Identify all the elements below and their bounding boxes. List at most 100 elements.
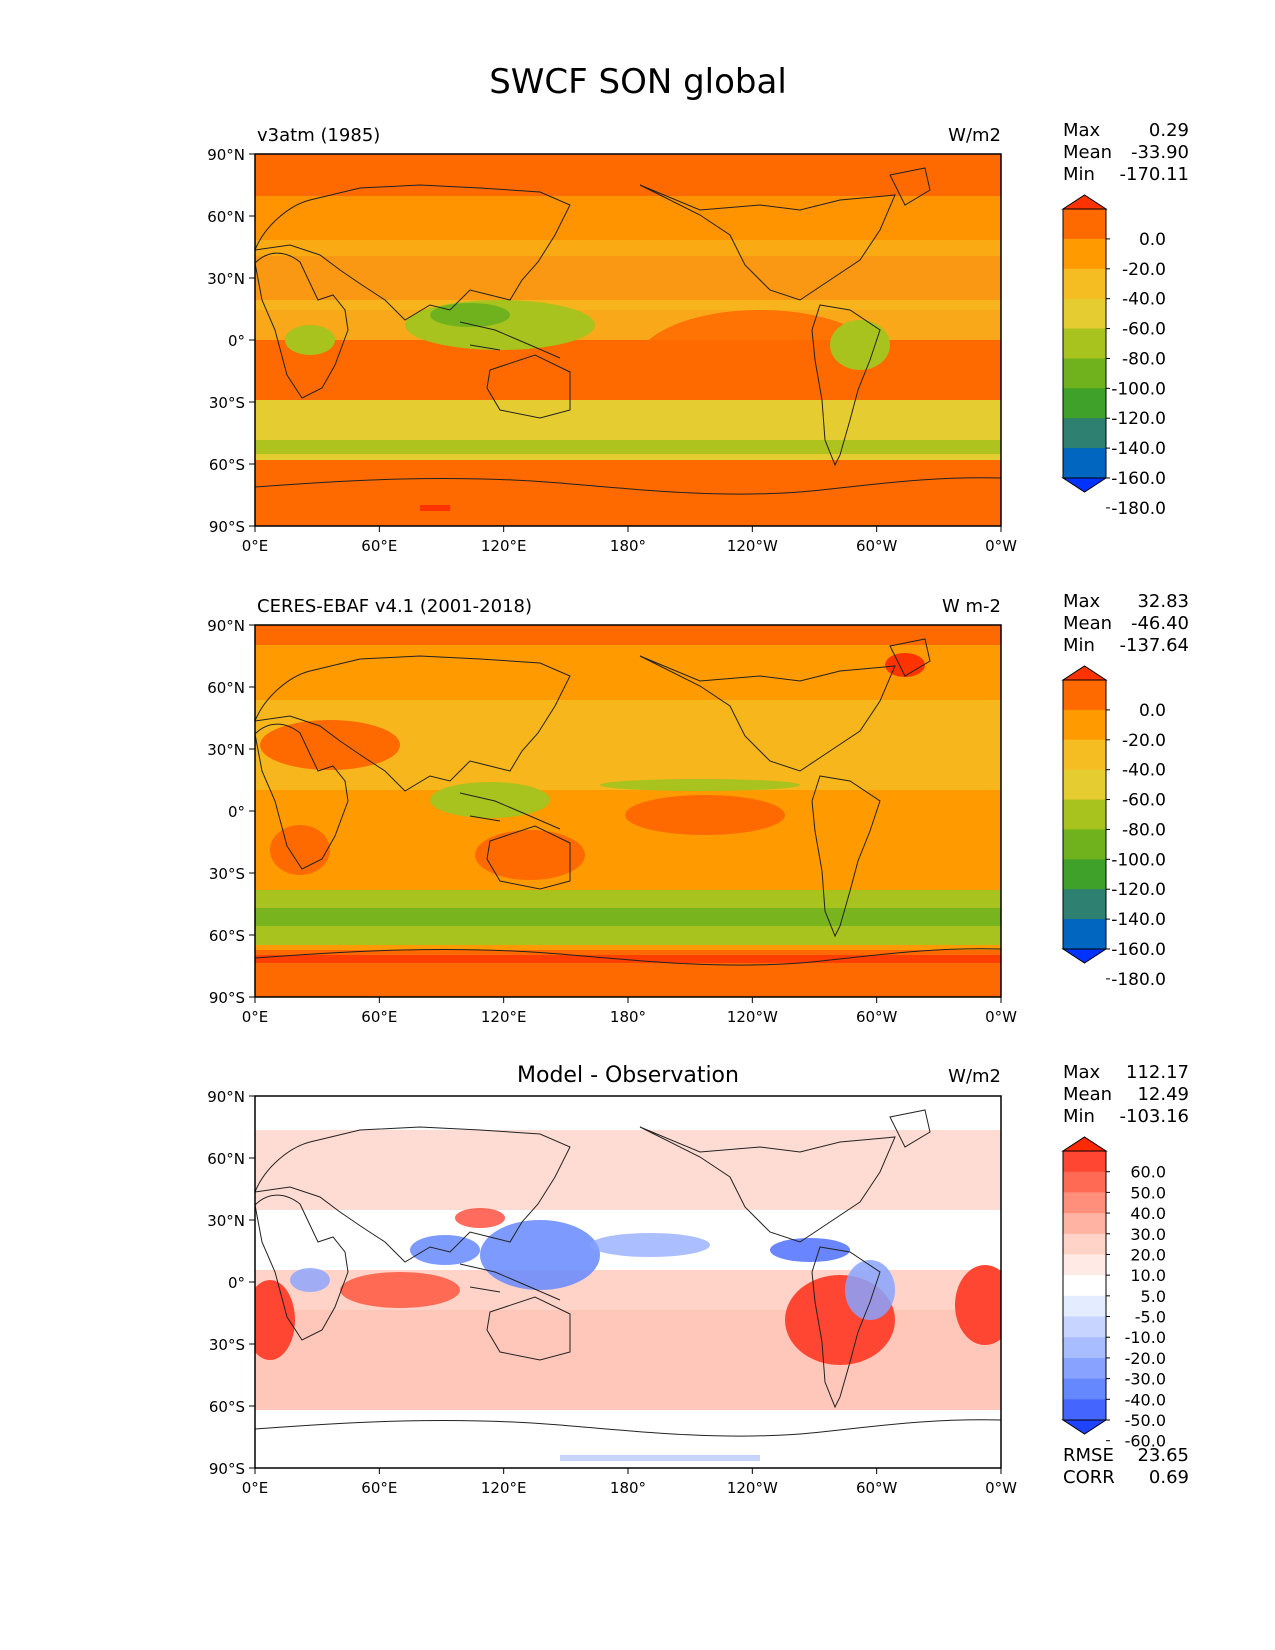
field-sahara xyxy=(260,720,400,770)
colorbar-swatch xyxy=(1063,680,1106,711)
colorbar-swatch xyxy=(1063,1399,1106,1421)
colorbar-tick-label: 20.0 xyxy=(1130,1245,1166,1264)
panel-diff: Model - Observation W/m2 xyxy=(207,1062,1189,1497)
lon-tick-label: 120°E xyxy=(481,537,527,555)
colorbar-tick-label: -160.0 xyxy=(1111,940,1166,960)
lat-tick-label: 60°N xyxy=(207,208,245,226)
lat-tick-label: 90°S xyxy=(209,1460,245,1478)
stat-label-max: Max xyxy=(1063,1062,1101,1083)
field-africa-tropics xyxy=(290,1268,330,1292)
panel-obs-coastlines xyxy=(255,638,1001,966)
panel-model-coastlines xyxy=(255,167,1001,495)
panel-obs-axes: 90°N 60°N 30°N 0° 30°S 60°S 90°S0°E 60°E 120°E 18… xyxy=(207,617,1017,1026)
stat-label-min: Min xyxy=(1063,1106,1095,1127)
lon-tick-label: 0°W xyxy=(985,1008,1017,1026)
colorbar-tick-label: -100.0 xyxy=(1111,379,1166,399)
stat-value-mean: 12.49 xyxy=(1137,1084,1189,1105)
field-east-pacific xyxy=(625,795,785,835)
lon-tick-label: 60°W xyxy=(856,537,898,555)
colorbar-tick-label: -60.0 xyxy=(1125,1432,1166,1451)
colorbar-frame xyxy=(1062,679,1107,950)
lat-tick-label: 90°S xyxy=(209,518,245,536)
stat-value-min: -103.16 xyxy=(1120,1106,1189,1127)
field-amazon xyxy=(845,1260,895,1320)
stat-label-mean: Mean xyxy=(1063,142,1112,163)
colorbar-tick-label: -30.0 xyxy=(1125,1370,1166,1389)
field-warm-pool xyxy=(480,1220,600,1290)
panel-model-axes: 90°N 60°N 30°N 0° 30°S 60°S 90°S0°E 60°E 120°E 18… xyxy=(207,146,1017,555)
colorbar-tick-label: -20.0 xyxy=(1122,731,1166,751)
panel-diff-extra-stats: RMSE 23.65 CORR 0.69 xyxy=(1063,1445,1189,1488)
stat-value-corr: 0.69 xyxy=(1149,1467,1189,1488)
lon-tick-label: 120°W xyxy=(727,537,778,555)
colorbar-tick-label: 5.0 xyxy=(1141,1287,1166,1306)
colorbar-swatch xyxy=(1063,1378,1106,1400)
colorbar-tick-label: -140.0 xyxy=(1111,439,1166,459)
colorbar-swatch xyxy=(1063,388,1106,419)
lon-tick-label: 180° xyxy=(610,537,646,555)
field-antarctic-neg xyxy=(560,1455,760,1461)
panel-model-colorbar: 0.0 -20.0 -40.0 -60.0 -80.0 -100.0 -120.0 -140.… xyxy=(1061,194,1166,519)
field-warm-pool-core xyxy=(430,303,510,327)
field-central-america xyxy=(770,1238,850,1262)
stat-value-max: 32.83 xyxy=(1137,591,1189,612)
lat-tick-label: 60°S xyxy=(209,456,245,474)
stat-value-max: 0.29 xyxy=(1149,120,1189,141)
colorbar-extend-max xyxy=(1061,194,1108,210)
field-africa-tropics xyxy=(285,325,335,355)
field-band-antarctic xyxy=(255,464,1001,526)
colorbar-swatch xyxy=(1063,829,1106,860)
lon-tick-label: 120°E xyxy=(481,1008,527,1026)
lon-tick-label: 0°E xyxy=(242,1479,269,1497)
lat-tick-label: 30°S xyxy=(209,865,245,883)
colorbar-tick-label: -160.0 xyxy=(1111,469,1166,489)
panel-obs-units: W m-2 xyxy=(942,596,1001,617)
field-north-pacific xyxy=(590,1233,710,1257)
colorbar-tick-label: -120.0 xyxy=(1111,409,1166,429)
lat-tick-label: 90°N xyxy=(207,146,245,164)
colorbar-tick-label: -50.0 xyxy=(1125,1411,1166,1430)
panel-diff-colorbar: 60.050.0 40.0 30.020.0 10.0 5.0 -5.0-10.0 -20.… xyxy=(1061,1136,1166,1451)
panel-model-stats: Max 0.29 Mean -33.90 Min -170.11 xyxy=(1063,120,1189,185)
lon-tick-label: 60°E xyxy=(361,537,397,555)
colorbar-swatch xyxy=(1063,769,1106,801)
panel-obs-colorbar: 0.0 -20.0 -40.0 -60.0 -80.0 -100.0 -120.0 -140.… xyxy=(1061,665,1166,990)
lon-tick-label: 60°W xyxy=(856,1008,898,1026)
lat-tick-label: 0° xyxy=(228,803,245,821)
colorbar-swatch xyxy=(1063,1233,1106,1255)
lon-tick-label: 0°W xyxy=(985,537,1017,555)
panel-model-map xyxy=(255,154,1001,526)
colorbar-tick-label: -60.0 xyxy=(1122,791,1166,811)
panel-diff-stats: Max 112.17 Mean 12.49 Min -103.16 xyxy=(1063,1062,1189,1127)
field-bay-of-bengal xyxy=(410,1235,480,1265)
stat-label-corr: CORR xyxy=(1063,1467,1115,1488)
colorbar-extend-max xyxy=(1061,665,1108,681)
lat-tick-label: 30°S xyxy=(209,394,245,412)
colorbar-swatch xyxy=(1063,1337,1106,1359)
lat-tick-label: 60°S xyxy=(209,1398,245,1416)
colorbar-tick-label: 40.0 xyxy=(1130,1204,1166,1223)
field-antarctic-coast xyxy=(255,955,1001,963)
lon-tick-label: 60°E xyxy=(361,1479,397,1497)
field-east-pacific-stratus xyxy=(635,310,885,420)
colorbar-extend-min xyxy=(1061,948,1108,964)
panel-diff-center-title: Model - Observation xyxy=(517,1063,739,1088)
field-band-northern-midlat xyxy=(255,650,1001,700)
colorbar-tick-label: -80.0 xyxy=(1122,820,1166,840)
colorbar-swatch xyxy=(1063,1295,1106,1318)
colorbar-tick-label: 50.0 xyxy=(1130,1183,1166,1202)
colorbar-tick-label: -10.0 xyxy=(1125,1328,1166,1347)
panel-model: v3atm (1985) W/m2 9 xyxy=(207,120,1189,555)
colorbar-tick-label: -180.0 xyxy=(1111,970,1166,990)
stat-label-max: Max xyxy=(1063,591,1101,612)
field-arctic xyxy=(255,625,1001,645)
colorbar-swatch xyxy=(1063,1357,1106,1380)
lon-tick-label: 120°E xyxy=(481,1479,527,1497)
stat-label-mean: Mean xyxy=(1063,613,1112,634)
panel-obs-left-title: CERES-EBAF v4.1 (2001-2018) xyxy=(257,596,532,617)
colorbar-tick-label: -60.0 xyxy=(1122,320,1166,340)
lat-tick-label: 60°N xyxy=(207,1150,245,1168)
field-southeast-atlantic xyxy=(255,1280,295,1360)
colorbar-swatch xyxy=(1063,268,1106,300)
